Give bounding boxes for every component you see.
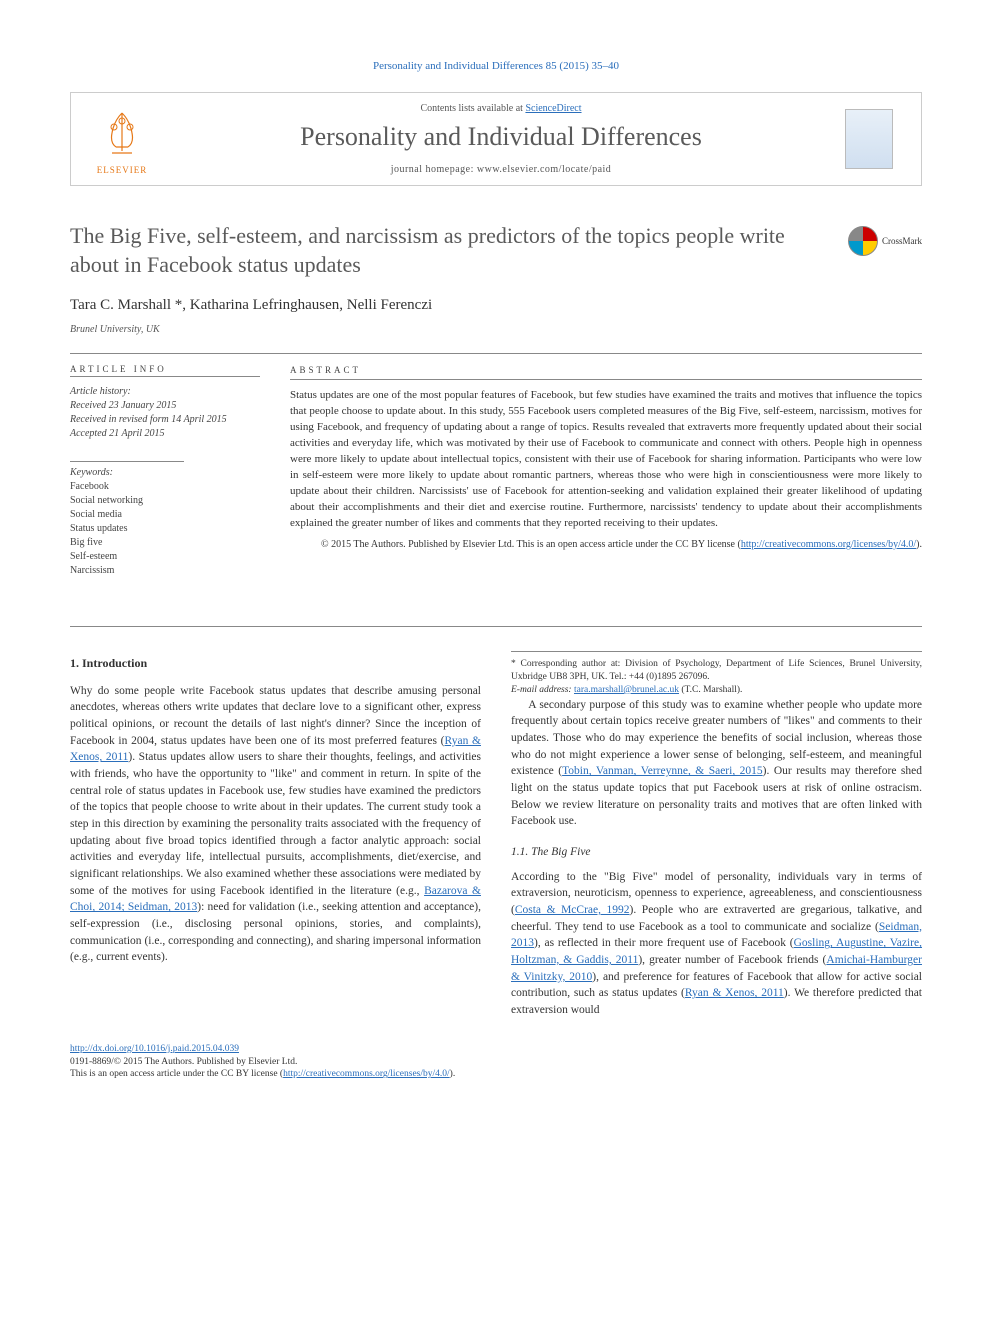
- copyright-suffix: ).: [916, 539, 922, 550]
- publisher-logo-block: ELSEVIER: [87, 103, 157, 175]
- copyright-prefix: © 2015 The Authors. Published by Elsevie…: [321, 539, 741, 550]
- license-prefix: This is an open access article under the…: [70, 1069, 283, 1079]
- homepage-prefix: journal homepage:: [391, 164, 477, 175]
- text-run: ). Status updates allow users to share t…: [70, 751, 481, 896]
- body-paragraph: According to the "Big Five" model of per…: [511, 869, 922, 1019]
- abstract-column: ABSTRACT Status updates are one of the m…: [290, 364, 922, 598]
- journal-header-box: ELSEVIER Contents lists available at Sci…: [70, 92, 922, 186]
- corresponding-author-note: * Corresponding author at: Division of P…: [511, 658, 922, 684]
- cover-thumbnail-icon: [845, 109, 893, 169]
- article-title: The Big Five, self-esteem, and narcissis…: [70, 222, 922, 279]
- issn-copyright-line: 0191-8869/© 2015 The Authors. Published …: [70, 1056, 922, 1069]
- crossmark-badge[interactable]: CrossMark: [848, 226, 922, 256]
- text-run: ), as reflected in their more frequent u…: [534, 937, 794, 949]
- divider: [70, 461, 184, 462]
- keyword: Status updates: [70, 522, 260, 536]
- citation-link[interactable]: Costa & McCrae, 1992: [515, 904, 630, 916]
- homepage-url[interactable]: www.elsevier.com/locate/paid: [477, 164, 611, 175]
- revised-date: Received in revised form 14 April 2015: [70, 413, 260, 427]
- journal-homepage-line: journal homepage: www.elsevier.com/locat…: [157, 164, 845, 175]
- abstract-text: Status updates are one of the most popul…: [290, 388, 922, 531]
- article-history: Article history: Received 23 January 201…: [70, 385, 260, 441]
- journal-reference: Personality and Individual Differences 8…: [70, 60, 922, 72]
- page-footer: http://dx.doi.org/10.1016/j.paid.2015.04…: [70, 1043, 922, 1081]
- email-suffix: (T.C. Marshall).: [679, 685, 742, 695]
- keywords-label: Keywords:: [70, 466, 260, 480]
- citation-link[interactable]: Ryan & Xenos, 2011: [685, 987, 784, 999]
- cc-license-link[interactable]: http://creativecommons.org/licenses/by/4…: [283, 1069, 450, 1079]
- author-list: Tara C. Marshall *, Katharina Lefringhau…: [70, 297, 922, 314]
- footnote-block: * Corresponding author at: Division of P…: [511, 651, 922, 696]
- section-1-title: 1. Introduction: [70, 655, 481, 672]
- article-info-column: ARTICLE INFO Article history: Received 2…: [70, 364, 260, 598]
- accepted-date: Accepted 21 April 2015: [70, 427, 260, 441]
- abstract-copyright: © 2015 The Authors. Published by Elsevie…: [290, 538, 922, 553]
- author-email-link[interactable]: tara.marshall@brunel.ac.uk: [574, 685, 679, 695]
- keyword: Self-esteem: [70, 550, 260, 564]
- received-date: Received 23 January 2015: [70, 399, 260, 413]
- contents-prefix: Contents lists available at: [420, 103, 525, 114]
- journal-title: Personality and Individual Differences: [157, 122, 845, 152]
- affiliation: Brunel University, UK: [70, 324, 922, 335]
- divider: [70, 353, 922, 354]
- body-paragraph: Why do some people write Facebook status…: [70, 683, 481, 966]
- body-paragraph: A secondary purpose of this study was to…: [511, 697, 922, 830]
- sciencedirect-link[interactable]: ScienceDirect: [525, 103, 581, 114]
- text-run: ), greater number of Facebook friends (: [638, 954, 826, 966]
- publisher-label: ELSEVIER: [87, 165, 157, 175]
- elsevier-tree-icon: [94, 103, 150, 159]
- keyword: Facebook: [70, 480, 260, 494]
- history-label: Article history:: [70, 385, 260, 399]
- email-label: E-mail address:: [511, 685, 574, 695]
- citation-link[interactable]: Tobin, Vanman, Verreynne, & Saeri, 2015: [562, 765, 763, 777]
- abstract-paragraph: Status updates are one of the most popul…: [290, 388, 922, 531]
- text-run: Why do some people write Facebook status…: [70, 685, 481, 747]
- crossmark-icon: [848, 226, 878, 256]
- crossmark-label: CrossMark: [882, 236, 922, 246]
- keyword: Social media: [70, 508, 260, 522]
- keyword: Narcissism: [70, 564, 260, 578]
- divider: [70, 626, 922, 627]
- article-body: 1. Introduction Why do some people write…: [70, 651, 922, 1019]
- contents-available-line: Contents lists available at ScienceDirec…: [157, 103, 845, 114]
- cc-license-link[interactable]: http://creativecommons.org/licenses/by/4…: [741, 539, 916, 550]
- subsection-1-1-title: 1.1. The Big Five: [511, 844, 922, 861]
- license-suffix: ).: [450, 1069, 456, 1079]
- keywords-block: Keywords: Facebook Social networking Soc…: [70, 466, 260, 578]
- article-info-heading: ARTICLE INFO: [70, 364, 260, 377]
- keywords-list: Facebook Social networking Social media …: [70, 480, 260, 578]
- abstract-heading: ABSTRACT: [290, 364, 922, 380]
- keyword: Big five: [70, 536, 260, 550]
- keyword: Social networking: [70, 494, 260, 508]
- journal-cover-thumb: [845, 109, 905, 169]
- doi-link[interactable]: http://dx.doi.org/10.1016/j.paid.2015.04…: [70, 1044, 239, 1054]
